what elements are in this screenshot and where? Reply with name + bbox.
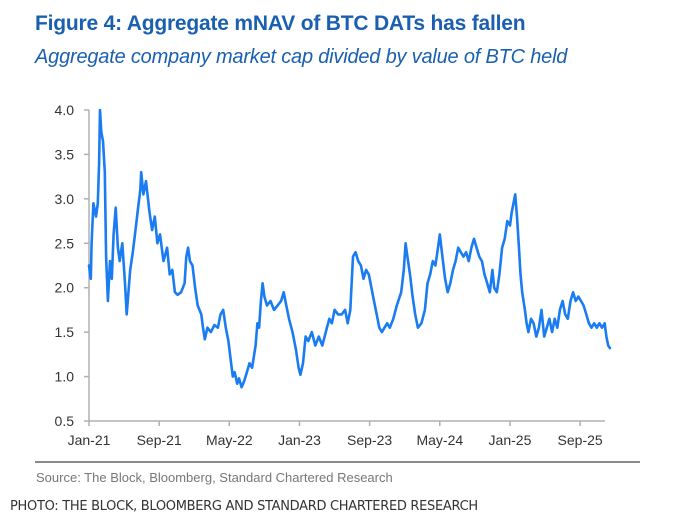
y-tick-label: 4.0	[55, 102, 75, 118]
y-axis: 0.5 1.0 1.5 2.0 2.5 3.0 3.5 4.0	[55, 102, 90, 429]
y-tick-label: 1.5	[55, 324, 75, 340]
x-tick-label: Sep-23	[347, 432, 392, 448]
y-tick-label: 2.0	[55, 280, 75, 296]
series-line-mnav	[87, 108, 612, 389]
photo-credit: PHOTO: THE BLOCK, BLOOMBERG AND STANDARD…	[10, 499, 478, 514]
x-tick-label: Jan-23	[278, 432, 321, 448]
y-tick-label: 3.5	[55, 146, 75, 162]
source-note: Source: The Block, Bloomberg, Standard C…	[36, 470, 393, 485]
x-axis: Jan-21 Sep-21 May-22 Jan-23 Sep-23 May-24 Jan-…	[68, 420, 605, 448]
y-tick-label: 2.5	[55, 235, 75, 251]
chart-title: Figure 4: Aggregate mNAV of BTC DATs has…	[35, 12, 526, 35]
x-tick-label: Sep-25	[558, 432, 603, 448]
chart-subtitle: Aggregate company market cap divided by …	[35, 46, 568, 68]
x-tick-label: Sep-21	[137, 432, 182, 448]
series-layer	[87, 108, 612, 389]
x-tick-label: May-22	[206, 432, 253, 448]
y-tick-label: 1.0	[55, 369, 75, 385]
y-tick-label: 3.0	[55, 191, 75, 207]
footer-divider	[35, 461, 640, 463]
y-tick-label: 0.5	[55, 413, 75, 429]
x-tick-label: Jan-25	[489, 432, 532, 448]
x-tick-label: May-24	[416, 432, 463, 448]
x-tick-label: Jan-21	[68, 432, 111, 448]
